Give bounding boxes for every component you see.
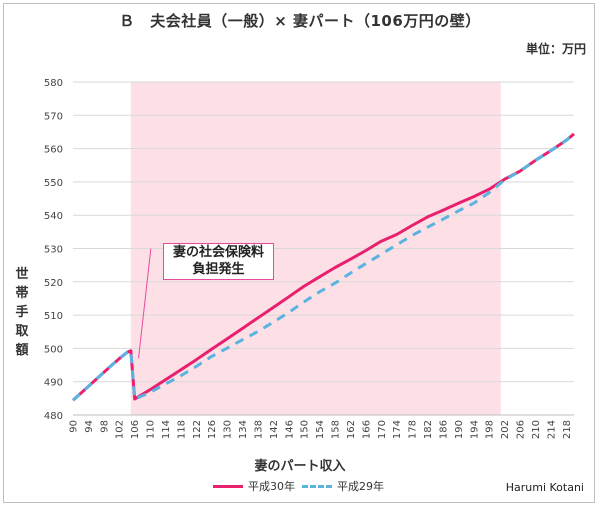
legend-label-h30: 平成30年 [248,480,295,493]
y-tick-label: 560 [44,145,63,156]
y-tick-label: 480 [44,411,63,422]
x-tick-label: 158 [331,420,342,439]
x-tick-label: 198 [485,420,496,439]
x-tick-label: 122 [192,420,203,439]
y-tick-label: 520 [44,278,63,289]
x-tick-label: 146 [284,420,295,439]
x-tick-label: 214 [546,420,557,439]
y-tick-label: 540 [44,211,63,222]
x-tick-label: 186 [438,420,449,439]
x-tick-label: 166 [361,420,372,439]
x-tick-label: 202 [500,420,511,439]
x-tick-label: 174 [392,420,403,439]
annotation-line-1: 妻の社会保険料 [172,245,264,260]
x-tick-label: 162 [346,420,357,439]
annotation-line-2: 負担発生 [192,262,245,277]
x-tick-label: 154 [315,420,326,439]
x-tick-label: 126 [207,420,218,439]
y-tick-label: 530 [44,245,63,256]
annotation-box: 妻の社会保険料 負担発生 [163,243,274,280]
x-tick-label: 206 [516,420,527,439]
x-tick-label: 170 [377,420,388,439]
chart-title: Ｂ 夫会社員（一般）× 妻パート（106万円の壁） [119,12,481,30]
chart-frame [3,3,595,503]
x-tick-label: 194 [469,420,480,439]
author-credit: Harumi Kotani [505,481,584,494]
x-tick-label: 110 [146,420,157,439]
x-tick-label: 102 [115,420,126,439]
x-tick-label: 190 [454,420,465,439]
legend-swatch-h30 [213,484,243,488]
x-tick-label: 118 [176,420,187,439]
x-tick-label: 94 [84,420,95,433]
x-tick-label: 218 [562,420,573,439]
x-tick-label: 130 [223,420,234,439]
series-line-h29 [71,132,575,402]
legend: 平成30年 平成29年 [0,478,600,496]
y-tick-label: 550 [44,178,63,189]
x-tick-label: 90 [69,420,80,433]
y-tick-label: 570 [44,111,63,122]
x-tick-label: 142 [269,420,280,439]
y-axis-label: 世帯手取額 [15,267,29,358]
y-tick-label: 490 [44,378,63,389]
unit-label: 単位：万円 [525,42,586,56]
x-tick-label: 138 [253,420,264,439]
legend-label-h29: 平成29年 [337,480,384,493]
x-tick-label: 134 [238,420,249,439]
annotation-pointer [138,248,152,359]
x-tick-label: 98 [99,420,110,433]
y-tick-label: 510 [44,311,63,322]
legend-item-h30: 平成30年 [213,478,295,494]
x-tick-label: 178 [408,420,419,439]
x-tick-label: 210 [531,420,542,439]
x-tick-label: 114 [161,420,172,439]
legend-swatch-h29 [302,484,332,488]
x-tick-label: 106 [130,420,141,439]
x-tick-label: 150 [300,420,311,439]
y-tick-label: 580 [44,78,63,89]
x-axis-label: 妻のパート収入 [254,459,346,474]
y-tick-label: 500 [44,344,63,355]
legend-item-h29: 平成29年 [302,478,384,494]
x-tick-label: 182 [423,420,434,439]
